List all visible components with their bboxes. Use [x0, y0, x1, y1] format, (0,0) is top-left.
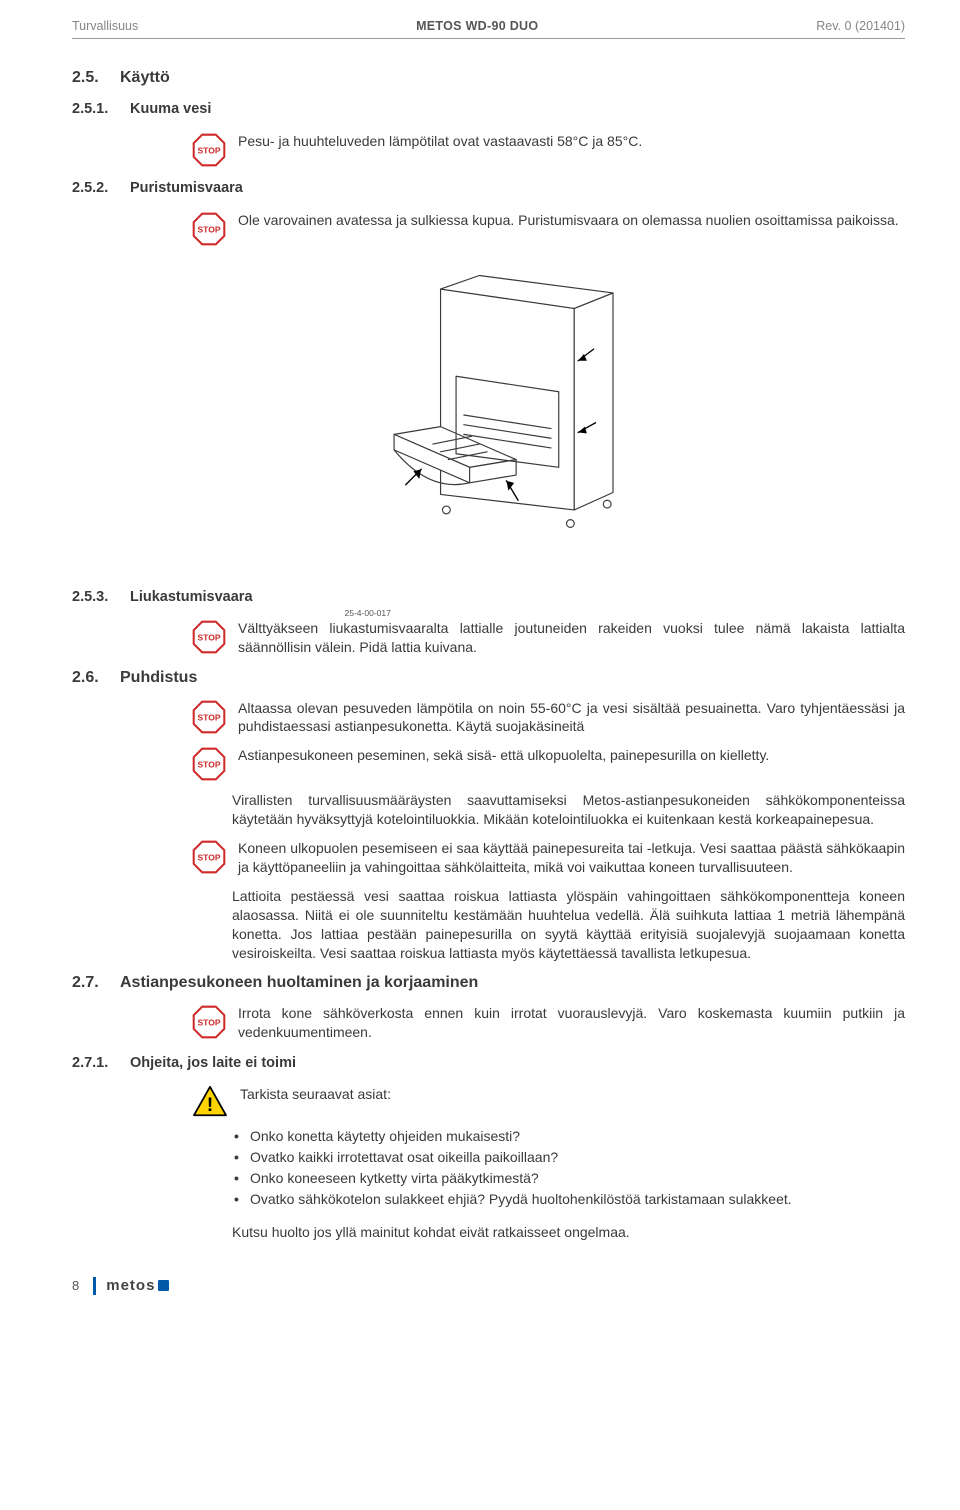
heading-num: 2.6. — [72, 667, 120, 689]
figure-code: 25-4-00-017 — [345, 608, 391, 619]
heading-num: 2.7. — [72, 972, 120, 994]
heading-num: 2.5.2. — [72, 179, 130, 199]
heading-2-5-3: 2.5.3.Liukastumisvaara — [72, 588, 253, 608]
heading-2-5-1: 2.5.1.Kuuma vesi — [72, 100, 905, 120]
stop-icon: STOP — [192, 133, 226, 167]
heading-text: Ohjeita, jos laite ei toimi — [130, 1055, 296, 1071]
heading-2-6: 2.6.Puhdistus — [72, 667, 905, 689]
svg-text:STOP: STOP — [198, 633, 221, 643]
header-revision: Rev. 0 (201401) — [816, 18, 905, 35]
heading-2-7-1: 2.7.1.Ohjeita, jos laite ei toimi — [72, 1054, 905, 1074]
warning-row: STOP Koneen ulkopuolen pesemiseen ei saa… — [192, 839, 905, 877]
warning-text: Altaassa olevan pesuveden lämpötila on n… — [238, 699, 905, 737]
warning-text: Koneen ulkopuolen pesemiseen ei saa käyt… — [238, 839, 905, 877]
warning-text: Pesu- ja huuhteluveden lämpötilat ovat v… — [238, 132, 905, 151]
checklist: Onko konetta käytetty ohjeiden mukaisest… — [250, 1127, 905, 1209]
warning-row: STOP Välttyäkseen liukastumisvaaralta la… — [192, 619, 905, 657]
list-item: Onko koneeseen kytketty virta pääkytkime… — [250, 1169, 905, 1188]
page-footer: 8 metos — [72, 1272, 905, 1296]
header-title: METOS WD-90 DUO — [138, 18, 816, 35]
heading-2-5-2: 2.5.2.Puristumisvaara — [72, 179, 905, 199]
stop-icon: STOP — [192, 212, 226, 246]
heading-num: 2.7.1. — [72, 1054, 130, 1074]
heading-text: Käyttö — [120, 69, 170, 86]
warning-text: Irrota kone sähköverkosta ennen kuin irr… — [238, 1004, 905, 1042]
stop-icon: STOP — [192, 700, 226, 734]
heading-text: Puristumisvaara — [130, 180, 243, 196]
warning-row: STOP Pesu- ja huuhteluveden lämpötilat o… — [192, 132, 905, 167]
warning-text: Astianpesukoneen peseminen, sekä sisä- e… — [238, 746, 905, 765]
warning-text: Ole varovainen avatessa ja sulkiessa kup… — [238, 211, 905, 230]
stop-icon: STOP — [192, 840, 226, 874]
machine-illustration — [72, 260, 905, 570]
heading-text: Puhdistus — [120, 669, 197, 686]
heading-num: 2.5.1. — [72, 100, 130, 120]
warning-row: STOP Irrota kone sähköverkosta ennen kui… — [192, 1004, 905, 1042]
heading-num: 2.5.3. — [72, 588, 130, 608]
svg-text:!: ! — [207, 1094, 214, 1116]
page-header: Turvallisuus METOS WD-90 DUO Rev. 0 (201… — [72, 18, 905, 39]
svg-text:STOP: STOP — [198, 224, 221, 234]
list-item: Ovatko sähkökotelon sulakkeet ehjiä? Pyy… — [250, 1190, 905, 1209]
caution-row: ! Tarkista seuraavat asiat: — [192, 1085, 905, 1117]
svg-text:STOP: STOP — [198, 852, 221, 862]
body-paragraph: Virallisten turvallisuusmääräysten saavu… — [232, 791, 905, 829]
warning-triangle-icon: ! — [192, 1085, 228, 1117]
footer-divider — [93, 1277, 96, 1295]
warning-row: STOP Ole varovainen avatessa ja sulkiess… — [192, 211, 905, 246]
svg-text:STOP: STOP — [198, 1017, 221, 1027]
page-number: 8 — [72, 1277, 79, 1295]
warning-row: STOP Altaassa olevan pesuveden lämpötila… — [192, 699, 905, 737]
warning-row: STOP Astianpesukoneen peseminen, sekä si… — [192, 746, 905, 781]
list-item: Onko konetta käytetty ohjeiden mukaisest… — [250, 1127, 905, 1146]
caution-text: Tarkista seuraavat asiat: — [240, 1085, 905, 1104]
stop-icon: STOP — [192, 747, 226, 781]
stop-icon: STOP — [192, 1005, 226, 1039]
svg-text:STOP: STOP — [198, 712, 221, 722]
heading-2-7: 2.7.Astianpesukoneen huoltaminen ja korj… — [72, 972, 905, 994]
warning-text: Välttyäkseen liukastumisvaaralta lattial… — [238, 619, 905, 657]
heading-text: Liukastumisvaara — [130, 589, 253, 605]
heading-text: Kuuma vesi — [130, 101, 211, 117]
svg-text:STOP: STOP — [198, 145, 221, 155]
heading-2-5: 2.5.Käyttö — [72, 67, 905, 89]
heading-text: Astianpesukoneen huoltaminen ja korjaami… — [120, 974, 478, 991]
header-section: Turvallisuus — [72, 18, 138, 35]
svg-text:STOP: STOP — [198, 760, 221, 770]
heading-num: 2.5. — [72, 67, 120, 89]
list-item: Ovatko kaikki irrotettavat osat oikeilla… — [250, 1148, 905, 1167]
body-paragraph: Kutsu huolto jos yllä mainitut kohdat ei… — [232, 1223, 905, 1242]
brand-logo: metos — [106, 1276, 169, 1296]
body-paragraph: Lattioita pestäessä vesi saattaa roiskua… — [232, 887, 905, 963]
stop-icon: STOP — [192, 620, 226, 654]
